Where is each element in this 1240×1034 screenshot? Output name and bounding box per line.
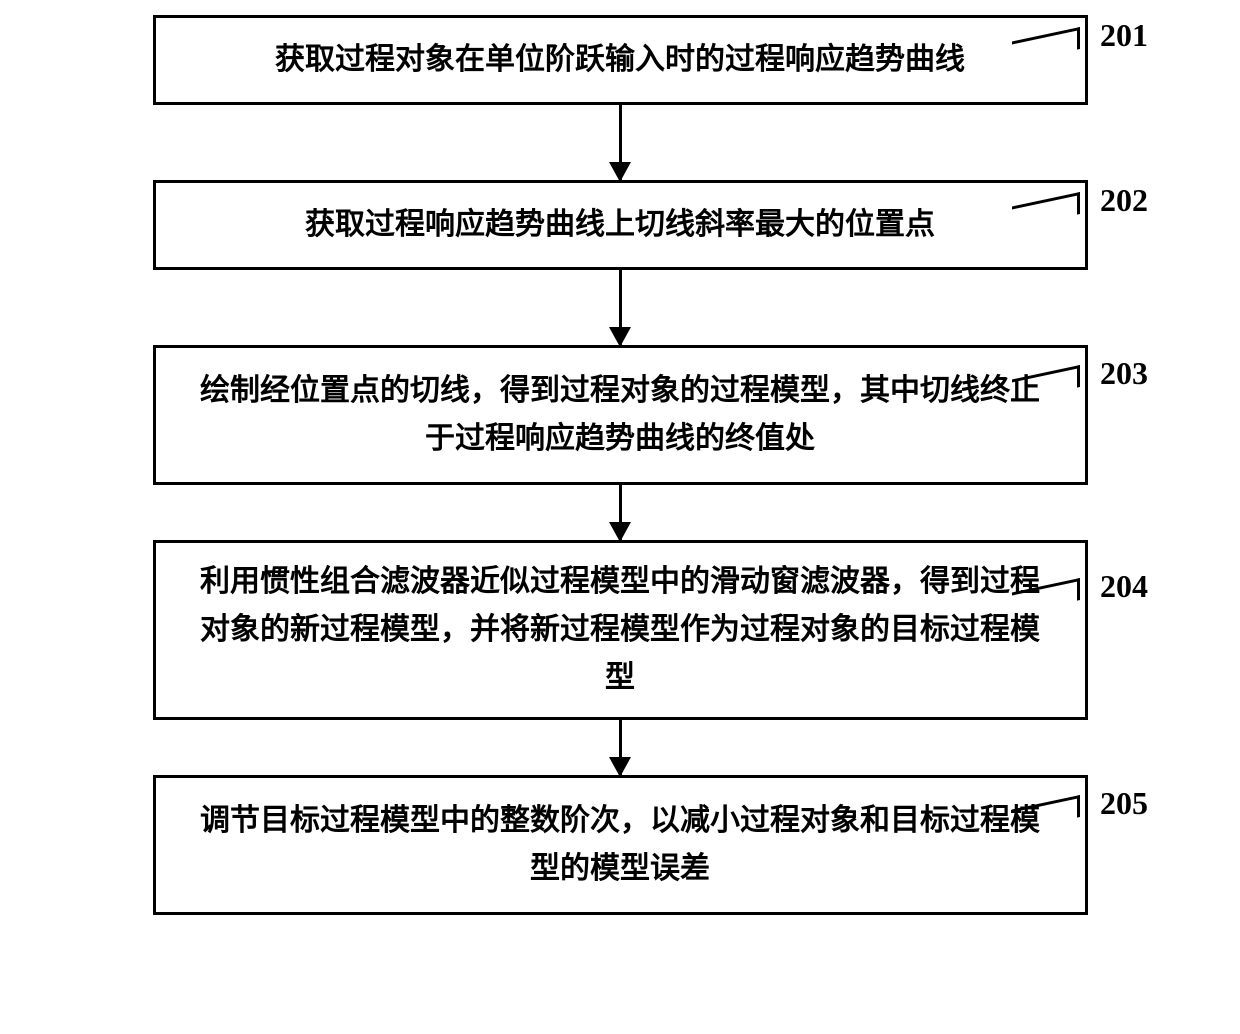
- step-box-203: 绘制经位置点的切线，得到过程对象的过程模型，其中切线终止于过程响应趋势曲线的终值…: [153, 345, 1088, 485]
- step-box-201: 获取过程对象在单位阶跃输入时的过程响应趋势曲线: [153, 15, 1088, 105]
- step-box-202: 获取过程响应趋势曲线上切线斜率最大的位置点: [153, 180, 1088, 270]
- step-text-202: 获取过程响应趋势曲线上切线斜率最大的位置点: [305, 201, 935, 249]
- arrow-2: [619, 270, 622, 345]
- step-text-203: 绘制经位置点的切线，得到过程对象的过程模型，其中切线终止于过程响应趋势曲线的终值…: [186, 367, 1055, 463]
- step-text-205: 调节目标过程模型中的整数阶次，以减小过程对象和目标过程模型的模型误差: [186, 797, 1055, 893]
- step-text-201: 获取过程对象在单位阶跃输入时的过程响应趋势曲线: [275, 36, 965, 84]
- step-label-201: 201: [1100, 17, 1148, 54]
- arrow-container-4: [153, 720, 1088, 775]
- step-label-205: 205: [1100, 785, 1148, 822]
- step-text-204: 利用惯性组合滤波器近似过程模型中的滑动窗滤波器，得到过程对象的新过程模型，并将新…: [186, 558, 1055, 702]
- step-label-202: 202: [1100, 182, 1148, 219]
- arrow-3: [619, 485, 622, 540]
- step-box-204: 利用惯性组合滤波器近似过程模型中的滑动窗滤波器，得到过程对象的新过程模型，并将新…: [153, 540, 1088, 720]
- arrow-container-1: [153, 105, 1088, 180]
- step-box-205: 调节目标过程模型中的整数阶次，以减小过程对象和目标过程模型的模型误差: [153, 775, 1088, 915]
- step-label-203: 203: [1100, 355, 1148, 392]
- step-wrapper-203: 绘制经位置点的切线，得到过程对象的过程模型，其中切线终止于过程响应趋势曲线的终值…: [80, 345, 1160, 485]
- arrow-container-3: [153, 485, 1088, 540]
- arrow-1: [619, 105, 622, 180]
- step-wrapper-202: 获取过程响应趋势曲线上切线斜率最大的位置点 202: [80, 180, 1160, 270]
- arrow-container-2: [153, 270, 1088, 345]
- step-label-204: 204: [1100, 568, 1148, 605]
- step-wrapper-205: 调节目标过程模型中的整数阶次，以减小过程对象和目标过程模型的模型误差 205: [80, 775, 1160, 915]
- arrow-4: [619, 720, 622, 775]
- step-wrapper-204: 利用惯性组合滤波器近似过程模型中的滑动窗滤波器，得到过程对象的新过程模型，并将新…: [80, 540, 1160, 720]
- step-wrapper-201: 获取过程对象在单位阶跃输入时的过程响应趋势曲线 201: [80, 15, 1160, 105]
- flowchart-container: 获取过程对象在单位阶跃输入时的过程响应趋势曲线 201 获取过程响应趋势曲线上切…: [80, 15, 1160, 915]
